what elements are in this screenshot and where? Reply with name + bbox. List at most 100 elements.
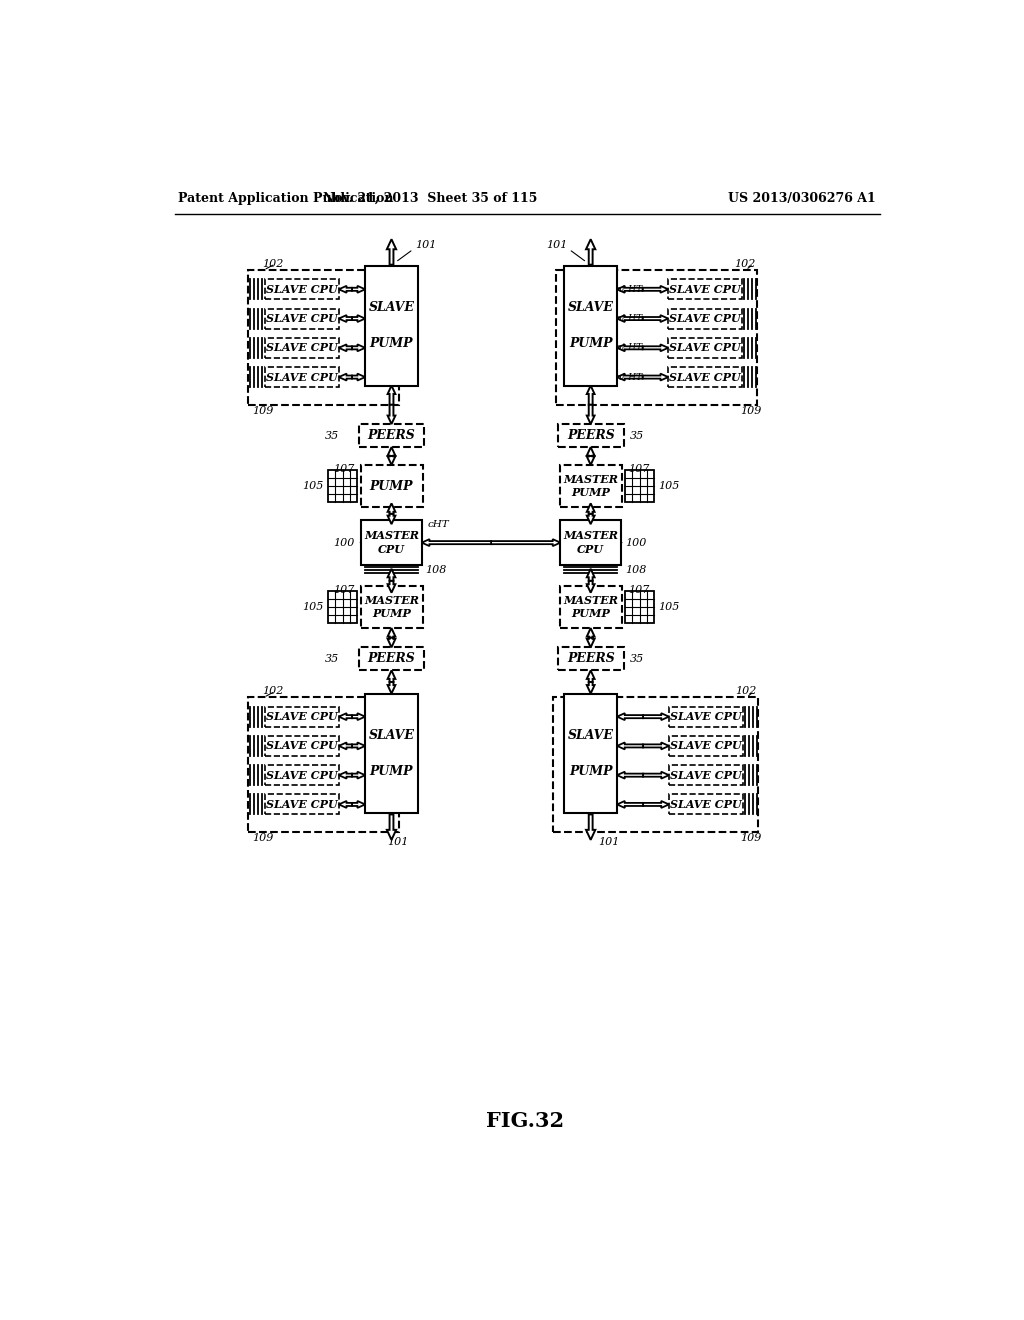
Bar	[361, 520, 422, 565]
FancyArrow shape	[643, 315, 669, 322]
FancyArrow shape	[388, 638, 395, 647]
Text: 102: 102	[734, 259, 756, 269]
FancyArrow shape	[339, 713, 352, 721]
Bar	[360, 586, 423, 628]
Text: 101: 101	[546, 240, 567, 249]
FancyArrow shape	[352, 772, 366, 779]
Text: PUMP: PUMP	[372, 607, 411, 619]
Text: SLAVE CPU: SLAVE CPU	[669, 313, 740, 325]
FancyArrow shape	[388, 513, 395, 524]
FancyArrow shape	[339, 286, 352, 293]
FancyArrow shape	[388, 503, 395, 513]
FancyArrow shape	[587, 455, 595, 465]
Bar	[669, 766, 742, 785]
Text: MASTER: MASTER	[563, 595, 618, 606]
Text: 105: 105	[658, 602, 680, 612]
FancyArrow shape	[352, 345, 366, 351]
FancyArrow shape	[586, 814, 595, 840]
Text: 101: 101	[415, 240, 436, 249]
Text: 105: 105	[658, 480, 680, 491]
FancyArrow shape	[339, 315, 352, 322]
Text: SLAVE: SLAVE	[369, 729, 415, 742]
FancyArrow shape	[339, 772, 352, 779]
Bar	[265, 338, 339, 358]
FancyArrow shape	[352, 801, 366, 808]
FancyArrow shape	[388, 569, 395, 581]
FancyArrow shape	[587, 628, 595, 638]
Text: SLAVE: SLAVE	[567, 729, 613, 742]
FancyArrow shape	[587, 513, 595, 524]
Text: 109: 109	[252, 407, 273, 416]
FancyArrow shape	[643, 713, 669, 721]
FancyArrow shape	[422, 539, 492, 546]
Text: SLAVE CPU: SLAVE CPU	[266, 741, 338, 751]
FancyArrow shape	[617, 713, 643, 721]
FancyArrow shape	[586, 239, 595, 264]
Bar	[265, 367, 339, 387]
Text: 105: 105	[303, 480, 324, 491]
Text: 100: 100	[334, 537, 355, 548]
Bar	[358, 647, 424, 671]
Text: SLAVE CPU: SLAVE CPU	[266, 284, 338, 294]
Bar	[248, 697, 399, 832]
Bar	[265, 766, 339, 785]
Text: MASTER: MASTER	[364, 531, 419, 541]
Bar	[560, 520, 621, 565]
Text: SLAVE CPU: SLAVE CPU	[670, 770, 741, 780]
Bar	[265, 795, 339, 814]
FancyArrow shape	[643, 742, 669, 750]
FancyArrow shape	[617, 345, 643, 351]
Bar	[564, 267, 617, 385]
FancyArrow shape	[387, 239, 396, 264]
FancyArrow shape	[643, 772, 669, 779]
Text: 35: 35	[325, 653, 339, 664]
Bar	[265, 737, 339, 756]
Text: PUMP: PUMP	[569, 764, 612, 777]
FancyArrow shape	[617, 315, 643, 322]
Bar	[558, 647, 624, 671]
Bar	[358, 424, 424, 447]
Text: 107: 107	[628, 463, 649, 474]
Text: 109: 109	[740, 833, 762, 843]
Text: PEERS: PEERS	[567, 429, 614, 442]
FancyArrow shape	[388, 385, 395, 405]
Text: 109: 109	[739, 407, 761, 416]
Bar	[669, 795, 742, 814]
Text: 35: 35	[325, 430, 339, 441]
FancyArrow shape	[617, 742, 643, 750]
FancyArrow shape	[587, 569, 595, 581]
Text: PUMP: PUMP	[569, 338, 612, 350]
Text: 105: 105	[303, 602, 324, 612]
FancyArrow shape	[339, 374, 352, 380]
FancyArrow shape	[352, 713, 366, 721]
Bar	[328, 591, 357, 623]
Text: PEERS: PEERS	[567, 652, 614, 665]
Bar	[560, 586, 622, 628]
FancyArrow shape	[643, 345, 669, 351]
Text: 101: 101	[598, 837, 620, 847]
Bar	[265, 706, 339, 726]
FancyArrow shape	[388, 447, 395, 455]
Text: 108: 108	[625, 565, 646, 574]
FancyArrow shape	[388, 405, 395, 424]
Text: 107: 107	[333, 585, 354, 594]
Bar	[366, 267, 418, 385]
Bar	[265, 309, 339, 329]
Text: 100: 100	[625, 537, 646, 548]
Text: 102: 102	[262, 686, 284, 696]
Text: Nov. 21, 2013  Sheet 35 of 115: Nov. 21, 2013 Sheet 35 of 115	[323, 191, 538, 205]
Text: 102: 102	[262, 259, 284, 269]
Bar	[560, 465, 622, 507]
Text: PUMP: PUMP	[571, 607, 610, 619]
Bar	[669, 338, 741, 358]
Text: nt HT: nt HT	[615, 343, 642, 352]
Text: MASTER: MASTER	[563, 474, 618, 486]
Text: SLAVE CPU: SLAVE CPU	[266, 770, 338, 780]
Text: 109: 109	[252, 833, 273, 843]
Text: PEERS: PEERS	[368, 429, 416, 442]
Text: MASTER: MASTER	[364, 595, 419, 606]
Text: 35: 35	[630, 653, 644, 664]
FancyArrow shape	[388, 628, 395, 638]
Text: nt HT: nt HT	[615, 372, 642, 381]
Text: SLAVE: SLAVE	[369, 301, 415, 314]
